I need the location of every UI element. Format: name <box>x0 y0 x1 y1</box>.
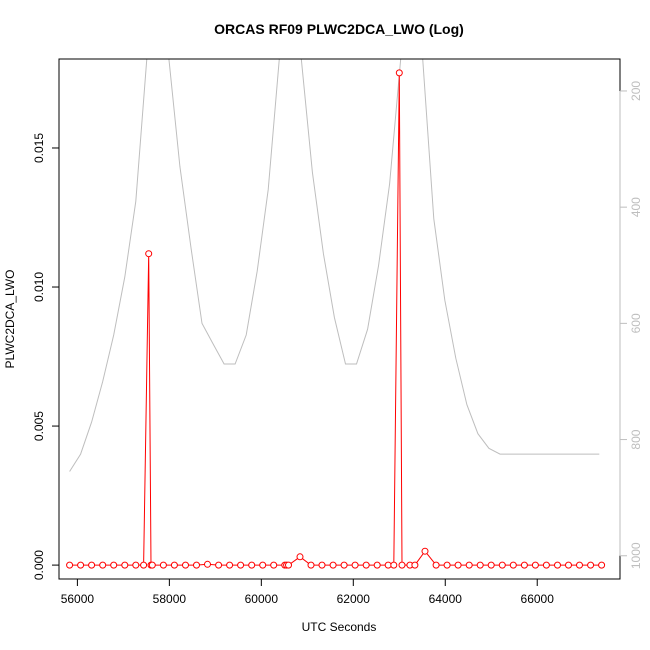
x-axis: 56000 58000 60000 62000 64000 66000 <box>61 578 555 606</box>
data-point <box>520 561 528 569</box>
data-point <box>140 561 148 569</box>
x-axis-label: UTC Seconds <box>302 620 377 634</box>
data-point <box>88 561 96 569</box>
data-point <box>576 561 583 569</box>
data-point <box>432 561 440 569</box>
y-axis: 0.000 0.005 0.010 0.015 <box>32 133 60 580</box>
data-point <box>204 560 211 568</box>
y-tick-label: 0.000 <box>32 550 46 580</box>
data-point <box>226 561 234 569</box>
data-point <box>390 561 398 569</box>
y-tick-label: 0.005 <box>32 411 46 441</box>
data-point <box>66 561 74 569</box>
data-point <box>285 561 292 569</box>
data-point <box>542 561 550 569</box>
data-point <box>351 561 359 569</box>
chart-title: ORCAS RF09 PLWC2DCA_LWO (Log) <box>214 21 464 37</box>
x-tick-label: 62000 <box>337 592 371 606</box>
data-point <box>411 561 419 569</box>
data-point <box>498 561 506 569</box>
y2-tick-label: 1000 <box>629 542 643 569</box>
data-point <box>145 250 153 258</box>
data-point <box>362 561 370 569</box>
plot-frame <box>58 58 621 580</box>
x-tick-label: 60000 <box>245 592 279 606</box>
data-point <box>421 547 429 555</box>
y2-tick-label: 400 <box>629 197 643 217</box>
data-point <box>329 561 337 569</box>
data-point <box>182 561 189 569</box>
data-point <box>193 561 200 569</box>
data-point <box>307 561 315 569</box>
y2-tick-label: 800 <box>629 429 643 449</box>
data-point <box>454 561 462 569</box>
data-point <box>340 561 348 569</box>
data-point <box>99 561 107 569</box>
data-point <box>110 561 118 569</box>
data-point <box>159 561 167 569</box>
data-point <box>554 561 561 569</box>
data-point <box>487 561 495 569</box>
data-point <box>77 561 85 569</box>
data-point <box>598 561 606 569</box>
x-tick-label: 64000 <box>429 592 463 606</box>
y-tick-label: 0.010 <box>32 272 46 302</box>
data-point <box>148 561 156 569</box>
y2-tick-label: 200 <box>629 81 643 101</box>
data-point <box>531 561 539 569</box>
primary-series-line <box>69 72 602 566</box>
data-point <box>509 561 517 569</box>
secondary-series-line <box>69 59 600 472</box>
data-point <box>465 561 473 569</box>
data-point <box>318 561 326 569</box>
data-point <box>398 561 406 569</box>
data-point <box>395 69 403 77</box>
data-point <box>132 561 140 569</box>
data-point <box>476 561 484 569</box>
data-point <box>373 561 381 569</box>
data-point <box>215 561 223 569</box>
y2-axis: 200 400 600 800 1000 <box>619 81 643 569</box>
data-point <box>237 561 245 569</box>
data-point <box>121 561 129 569</box>
data-point <box>248 561 256 569</box>
data-point <box>259 561 267 569</box>
data-point <box>565 561 572 569</box>
data-point <box>443 561 451 569</box>
data-point <box>170 561 178 569</box>
data-point <box>587 561 595 569</box>
x-tick-label: 66000 <box>521 592 555 606</box>
y-tick-label: 0.015 <box>32 133 46 163</box>
y-axis-label: PLWC2DCA_LWO <box>3 270 17 369</box>
x-tick-label: 56000 <box>61 592 95 606</box>
y2-tick-label: 600 <box>629 313 643 333</box>
x-tick-label: 58000 <box>153 592 187 606</box>
data-point <box>296 553 304 561</box>
data-point <box>270 561 278 569</box>
plot-area <box>66 59 606 569</box>
